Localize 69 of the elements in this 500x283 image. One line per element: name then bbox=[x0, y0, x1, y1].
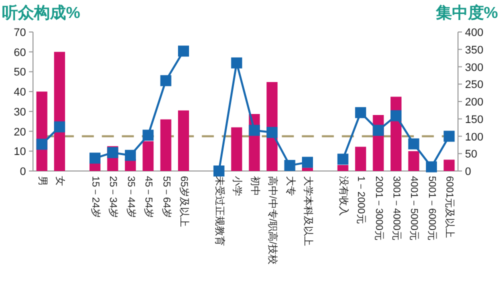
x-tick-label: 男 bbox=[36, 176, 48, 186]
x-tick-label: 4001－5000元 bbox=[408, 176, 420, 240]
x-tick-label: 6001元及以上 bbox=[444, 176, 456, 238]
y-tick-label: 0 bbox=[20, 166, 26, 178]
y2-tick-label: 400 bbox=[465, 27, 484, 39]
point bbox=[266, 126, 278, 138]
point bbox=[390, 110, 402, 122]
point bbox=[124, 150, 136, 161]
point bbox=[54, 121, 66, 132]
y-axis-title: 听众构成% bbox=[2, 4, 80, 22]
y-tick-label: 10 bbox=[14, 146, 26, 158]
x-tick-label: 25－34岁 bbox=[107, 176, 120, 218]
x-tick-label: 65岁及以上 bbox=[178, 176, 190, 228]
y-tick-label: 20 bbox=[14, 126, 26, 138]
y-tick-label: 40 bbox=[14, 86, 26, 99]
point bbox=[355, 107, 366, 118]
bar bbox=[408, 151, 420, 171]
bar bbox=[160, 119, 172, 171]
y2-tick-label: 0 bbox=[465, 166, 472, 178]
point bbox=[302, 156, 313, 168]
y2-tick-label: 100 bbox=[465, 131, 484, 144]
x-tick-label: 大学本科及以上 bbox=[302, 176, 314, 246]
x-tick-label: 55－64岁 bbox=[160, 176, 172, 218]
point bbox=[178, 46, 190, 57]
bar bbox=[142, 141, 154, 171]
y2-tick-label: 50 bbox=[465, 148, 478, 161]
point bbox=[160, 75, 172, 86]
bar bbox=[231, 127, 242, 171]
y-tick-label: 70 bbox=[14, 27, 26, 39]
point bbox=[337, 154, 348, 165]
point bbox=[444, 130, 455, 142]
y2-tick-label: 150 bbox=[465, 114, 484, 126]
y2-tick-label: 200 bbox=[465, 96, 484, 108]
y2-tick-label: 350 bbox=[465, 44, 484, 56]
x-tick-label: 2001－3000元 bbox=[372, 176, 384, 240]
point bbox=[89, 152, 100, 164]
x-tick-label: 女 bbox=[54, 176, 66, 186]
x-tick-label: 5001－6000元 bbox=[426, 176, 437, 240]
point bbox=[408, 138, 420, 150]
point bbox=[142, 130, 154, 141]
bar bbox=[355, 146, 366, 171]
point bbox=[36, 138, 48, 150]
x-tick-label: 45－54岁 bbox=[142, 176, 155, 218]
point bbox=[284, 160, 296, 171]
y-tick-label: 30 bbox=[14, 106, 26, 118]
point bbox=[426, 161, 437, 172]
x-tick-label: 3001－4000元 bbox=[390, 176, 402, 240]
point bbox=[107, 147, 118, 158]
y2-tick-label: 300 bbox=[465, 62, 484, 74]
bar bbox=[178, 110, 190, 171]
point bbox=[372, 124, 384, 136]
x-tick-label: 15－24岁 bbox=[89, 176, 102, 218]
x-tick-label: 高中/中专/职高/技校 bbox=[266, 176, 279, 264]
point bbox=[231, 57, 242, 68]
x-tick-label: 35－44岁 bbox=[124, 176, 137, 218]
bar bbox=[337, 165, 348, 171]
bar bbox=[444, 160, 455, 171]
x-tick-label: 未受过正规教育 bbox=[213, 176, 226, 246]
y-tick-label: 50 bbox=[14, 66, 26, 79]
x-tick-label: 小学 bbox=[231, 176, 244, 196]
x-tick-label: 1－2000元 bbox=[355, 176, 366, 224]
x-tick-label: 大专 bbox=[284, 176, 296, 196]
point bbox=[213, 166, 224, 176]
y2-tick-label: 250 bbox=[465, 79, 484, 92]
point bbox=[248, 124, 260, 136]
x-tick-label: 初中 bbox=[248, 176, 261, 196]
x-tick-label: 没有收入 bbox=[337, 176, 350, 216]
y2-axis-title: 集中度% bbox=[434, 3, 498, 22]
y-tick-label: 60 bbox=[14, 46, 26, 59]
